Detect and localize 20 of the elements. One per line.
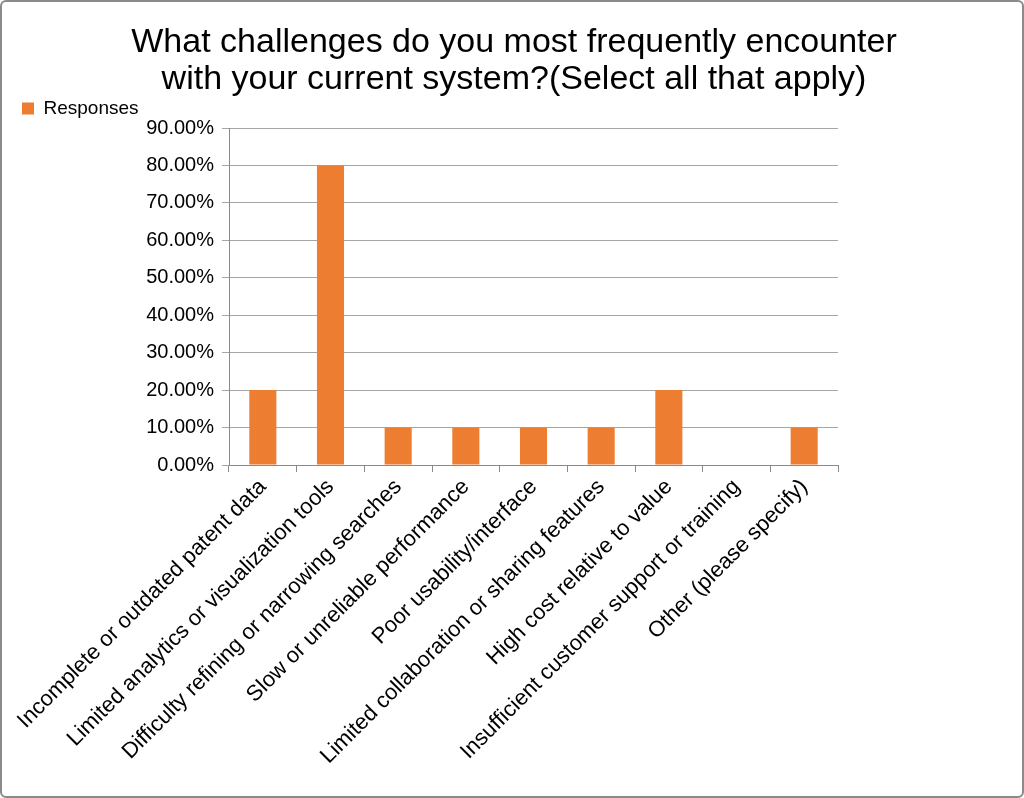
y-tick-label: 40.00% — [146, 302, 215, 325]
bar — [519, 427, 548, 465]
bar — [384, 427, 412, 465]
chart-title: What challenges do you most frequently encounter with your current system?(Select all that apply) — [130, 21, 898, 96]
bar — [316, 165, 345, 465]
bar — [790, 427, 818, 465]
y-tick-label: 90.00% — [146, 115, 215, 138]
y-tick-label: 60.00% — [146, 227, 215, 250]
bar — [452, 427, 480, 465]
y-tick-label: 80.00% — [146, 152, 215, 175]
y-tick-label: 30.00% — [146, 340, 215, 363]
y-tick-label: 20.00% — [146, 377, 215, 400]
bar — [655, 390, 683, 465]
y-tick-label: 0.00% — [157, 452, 215, 475]
y-tick-label: 50.00% — [146, 265, 215, 288]
legend-label: Responses — [43, 96, 139, 118]
y-tick-label: 10.00% — [146, 415, 215, 438]
y-tick-label: 70.00% — [146, 190, 215, 213]
bar — [587, 427, 615, 465]
bar — [249, 390, 277, 465]
